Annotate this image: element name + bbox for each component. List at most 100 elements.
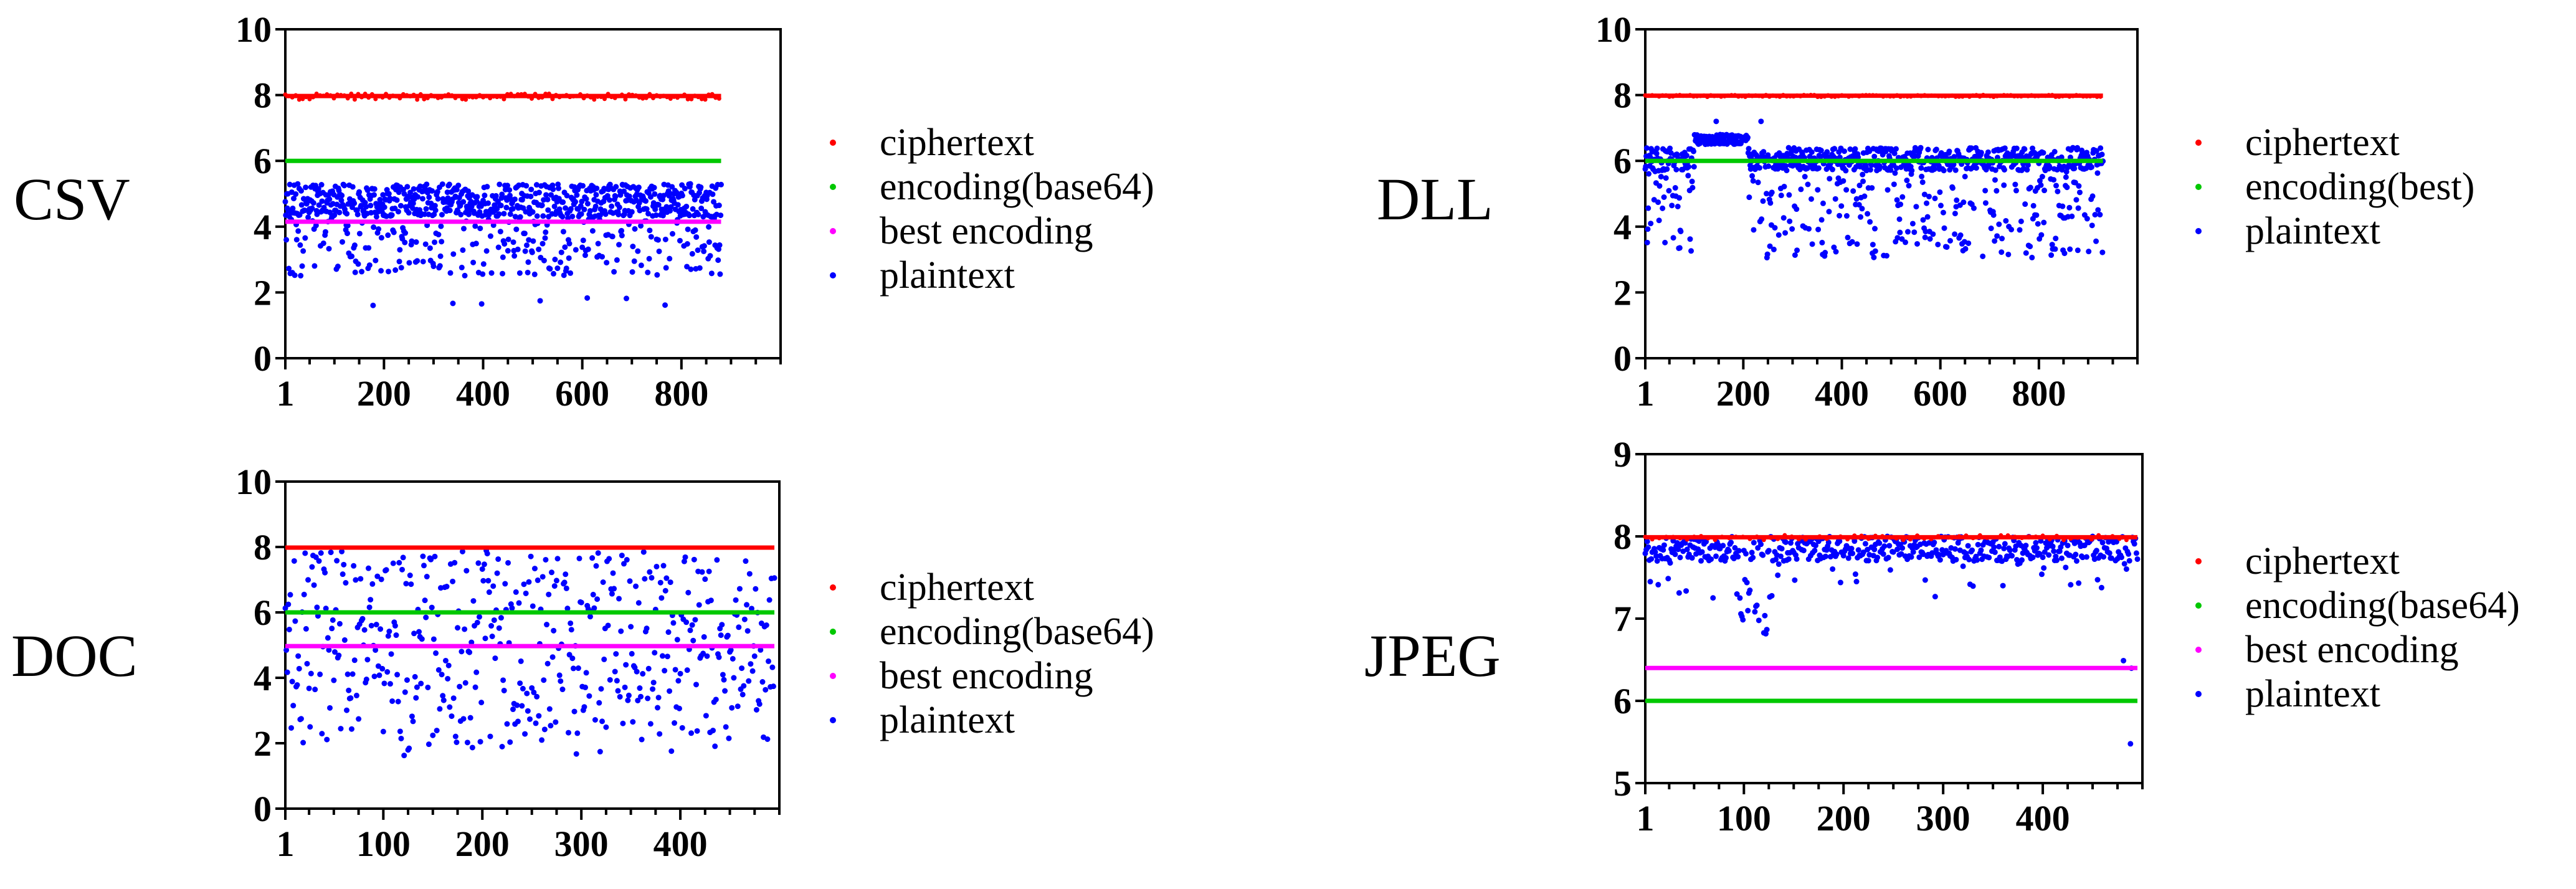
data-point-plaintext [1804,165,1810,171]
data-point-plaintext [449,713,455,720]
data-point-plaintext [591,605,597,611]
data-point-plaintext [723,724,729,730]
data-point-plaintext [2083,554,2089,560]
data-point [2060,93,2065,98]
data-point-plaintext [1732,544,1738,551]
data-point-plaintext [439,212,445,218]
data-point-plaintext [741,683,747,689]
legend-marker [2195,602,2202,609]
data-point-plaintext [305,214,311,221]
data-point-plaintext [407,573,413,579]
data-point-plaintext [298,716,304,722]
data-point [1664,535,1669,540]
data-point-plaintext [1937,202,1944,209]
data-point [290,95,295,100]
data-point [1856,94,1861,99]
data-point-plaintext [523,590,529,596]
data-point-plaintext [1875,554,1881,561]
data-point-plaintext [399,566,406,573]
data-point-plaintext [602,211,609,217]
data-point [1698,93,1703,98]
data-point [1846,94,1851,99]
data-point-plaintext [1761,149,1767,155]
data-point-plaintext [1812,543,1818,549]
data-point-plaintext [283,237,290,243]
data-point-plaintext [1746,146,1752,152]
data-point-plaintext [677,237,683,244]
data-point [1795,93,1800,98]
data-point-plaintext [435,196,441,202]
data-point-plaintext [401,753,407,759]
data-point-plaintext [1992,238,1998,244]
data-point-plaintext [763,622,769,629]
data-point-plaintext [472,684,478,690]
data-point-plaintext [2008,226,2015,232]
data-point [498,94,503,99]
data-point-plaintext [2025,162,2031,168]
data-point-plaintext [693,682,700,688]
data-point-plaintext [438,223,444,229]
data-point [634,93,639,98]
data-point-plaintext [1676,195,1683,201]
y-tick-label: 6 [254,592,272,633]
data-point-plaintext [647,227,653,234]
data-point-plaintext [677,670,683,677]
data-point-plaintext [338,197,345,204]
data-point [710,92,715,97]
data-point [1850,93,1855,98]
data-point-plaintext [746,678,752,684]
data-point-plaintext [630,719,636,725]
data-point [1863,93,1868,98]
data-point-plaintext [629,269,635,275]
data-point-plaintext [1970,205,1977,211]
data-point-plaintext [1826,209,1832,215]
data-point [1736,94,1741,99]
legend-label: encoding(base64) [880,166,1154,208]
data-point-plaintext [433,650,439,656]
data-point-plaintext [604,260,610,266]
data-point-plaintext [1966,556,1972,563]
data-point-plaintext [669,184,675,190]
data-point-plaintext [385,633,391,639]
data-point-plaintext [595,550,601,556]
data-point-plaintext [286,626,292,632]
legend-item: plaintext [2188,212,2474,256]
data-point-plaintext [389,212,395,218]
data-point-plaintext [371,186,378,192]
x-tick-label: 100 [356,824,411,864]
data-point-plaintext [2048,252,2055,259]
data-point-plaintext [381,204,387,211]
data-point-plaintext [615,688,621,694]
data-point-plaintext [375,663,381,669]
data-point-plaintext [564,193,570,199]
data-point-plaintext [2002,145,2008,151]
data-point [1812,93,1817,98]
data-point-plaintext [563,585,569,591]
data-point-plaintext [687,212,693,219]
data-point-plaintext [1853,196,1860,202]
data-point-plaintext [766,597,772,603]
data-point-plaintext [301,591,307,597]
data-point-plaintext [483,248,490,254]
data-point-plaintext [1740,617,1746,623]
data-point-plaintext [513,589,519,595]
data-point-plaintext [1646,171,1652,177]
data-point-plaintext [617,192,624,198]
data-point-plaintext [579,183,586,189]
data-point-plaintext [1843,213,1850,219]
data-point-plaintext [1661,542,1667,548]
data-point-plaintext [1868,162,1875,168]
data-point-plaintext [1927,235,1933,242]
data-point-plaintext [479,566,485,572]
data-point-plaintext [364,657,371,663]
data-point [568,95,573,100]
data-point [1974,93,1979,98]
data-point-plaintext [411,630,417,637]
data-point [2033,93,2038,98]
data-point-plaintext [491,617,497,623]
data-point-plaintext [484,184,490,190]
data-point [1992,535,1997,540]
data-point-plaintext [622,684,628,690]
data-point-plaintext [490,583,497,589]
data-point-plaintext [2038,232,2045,238]
